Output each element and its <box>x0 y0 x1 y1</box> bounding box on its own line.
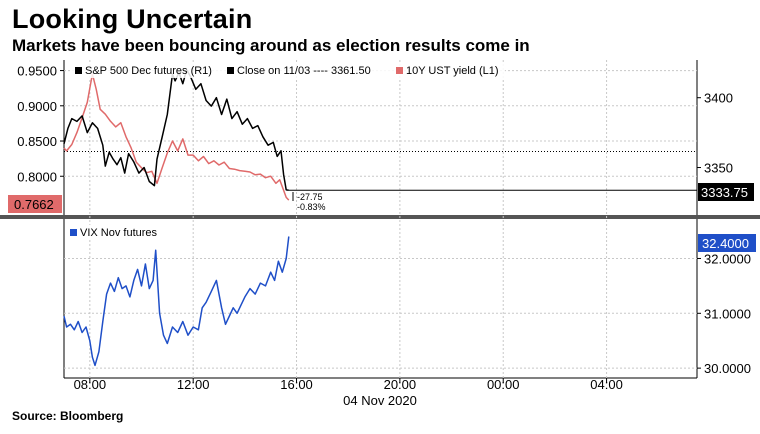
x-tick-label: 20:00 <box>384 377 417 392</box>
x-tick-label: 16:00 <box>280 377 313 392</box>
x-date-label: 04 Nov 2020 <box>343 393 417 408</box>
vix-current-label: 32.4000 <box>702 236 749 251</box>
x-tick-label: 04:00 <box>590 377 623 392</box>
legend-label-vix: VIX Nov futures <box>80 227 158 239</box>
spx-current-label: 3333.75 <box>701 185 748 200</box>
yield-badge-bg <box>8 195 62 213</box>
left-tick-label: 0.8000 <box>17 169 57 184</box>
vix-tick-label: 32.0000 <box>704 251 751 266</box>
top-legend: S&P 500 Dec futures (R1) Close on 11/03 … <box>70 63 505 78</box>
reference-line-group <box>64 150 697 191</box>
yield-series-line <box>63 73 290 201</box>
right-tick-label: 3400 <box>704 91 733 106</box>
top-legend-box <box>70 63 505 78</box>
yield-current-badge: 0.7662 <box>8 195 62 213</box>
legend-label-close: Close on 11/03 ---- 3361.50 <box>237 65 371 77</box>
legend-label-yield: 10Y UST yield (L1) <box>406 65 499 77</box>
vix-tick-label: 30.0000 <box>704 361 751 376</box>
source-note: Source: Bloomberg <box>12 409 124 423</box>
x-tick-label: 08:00 <box>74 377 107 392</box>
left-tick-label: 0.9500 <box>17 64 57 79</box>
grid-lines <box>60 60 701 383</box>
right-tick-label: 3350 <box>704 161 733 176</box>
x-tick-label: 12:00 <box>177 377 210 392</box>
vix-badge-bg <box>698 234 756 252</box>
left-tick-label: 0.8500 <box>17 134 57 149</box>
legend-swatch-close <box>227 67 234 74</box>
legend-swatch-spx <box>75 67 82 74</box>
left-tick-label: 0.9000 <box>17 99 57 114</box>
vix-tick-label: 31.0000 <box>704 306 751 321</box>
tick-labels: 08:00 12:00 16:00 20:00 00:00 04:00 0.9500 0.90… <box>17 64 751 392</box>
change-annotation: -27.75 -0.83% <box>292 192 326 212</box>
chart-subtitle: Markets have been bouncing around as ele… <box>12 36 530 55</box>
panel-divider <box>0 215 760 219</box>
legend-label-spx: S&P 500 Dec futures (R1) <box>85 65 212 77</box>
change-points-label: -27.75 <box>297 192 323 202</box>
legend-swatch-yield <box>396 67 403 74</box>
legend-swatch-vix <box>70 229 77 236</box>
yield-current-label: 0.7662 <box>14 197 54 212</box>
bottom-legend-box <box>68 225 163 240</box>
vix-series-line <box>63 236 290 367</box>
change-percent-label: -0.83% <box>297 202 326 212</box>
spx-current-badge: 3333.75 <box>698 183 754 201</box>
spx-series-line <box>63 69 289 191</box>
series-group <box>63 69 290 367</box>
spx-badge-bg <box>698 183 754 201</box>
vix-current-badge: 32.4000 <box>698 234 756 252</box>
x-tick-label: 00:00 <box>487 377 520 392</box>
chart-title: Looking Uncertain <box>12 4 253 34</box>
bottom-legend: VIX Nov futures <box>68 225 163 240</box>
